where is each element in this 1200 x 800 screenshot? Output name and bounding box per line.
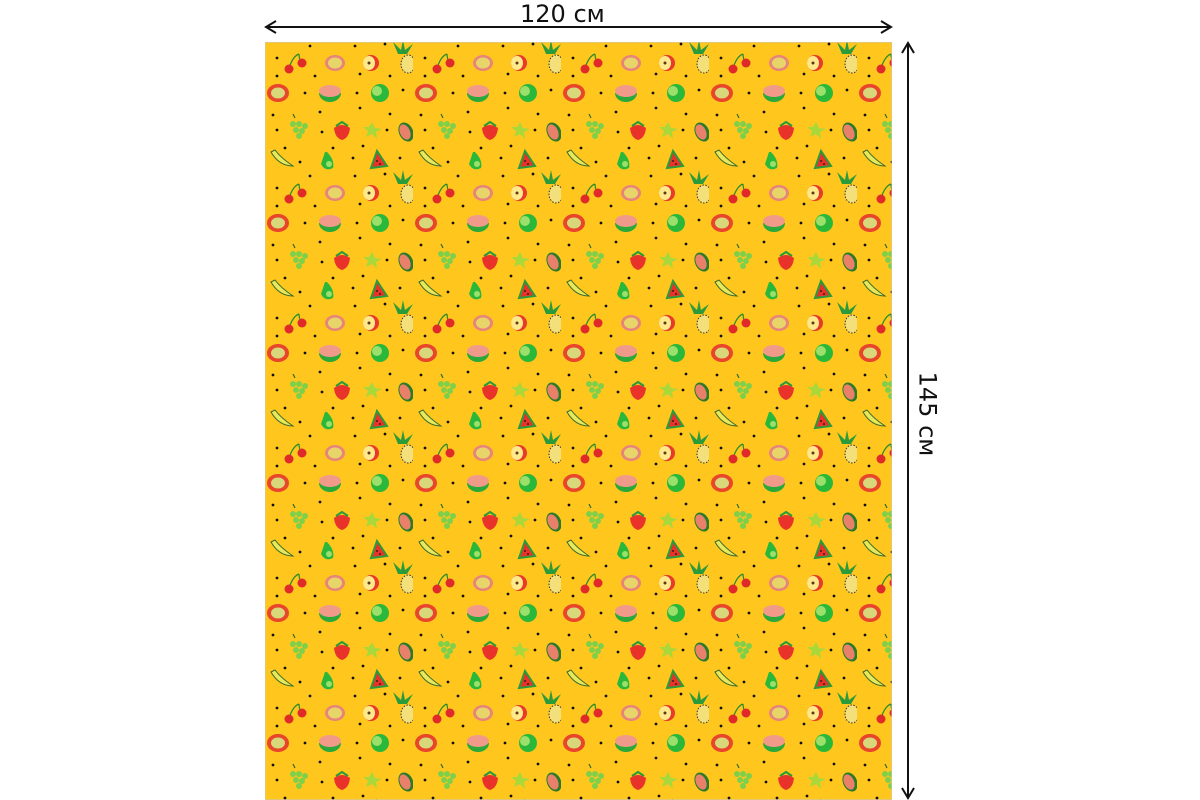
fruit-pattern-fabric [265, 42, 892, 800]
height-arrow [901, 41, 915, 800]
width-arrow [264, 20, 893, 34]
fabric-surface [265, 42, 892, 800]
width-label: 120 см [520, 0, 605, 28]
height-label: 145 см [913, 371, 942, 457]
